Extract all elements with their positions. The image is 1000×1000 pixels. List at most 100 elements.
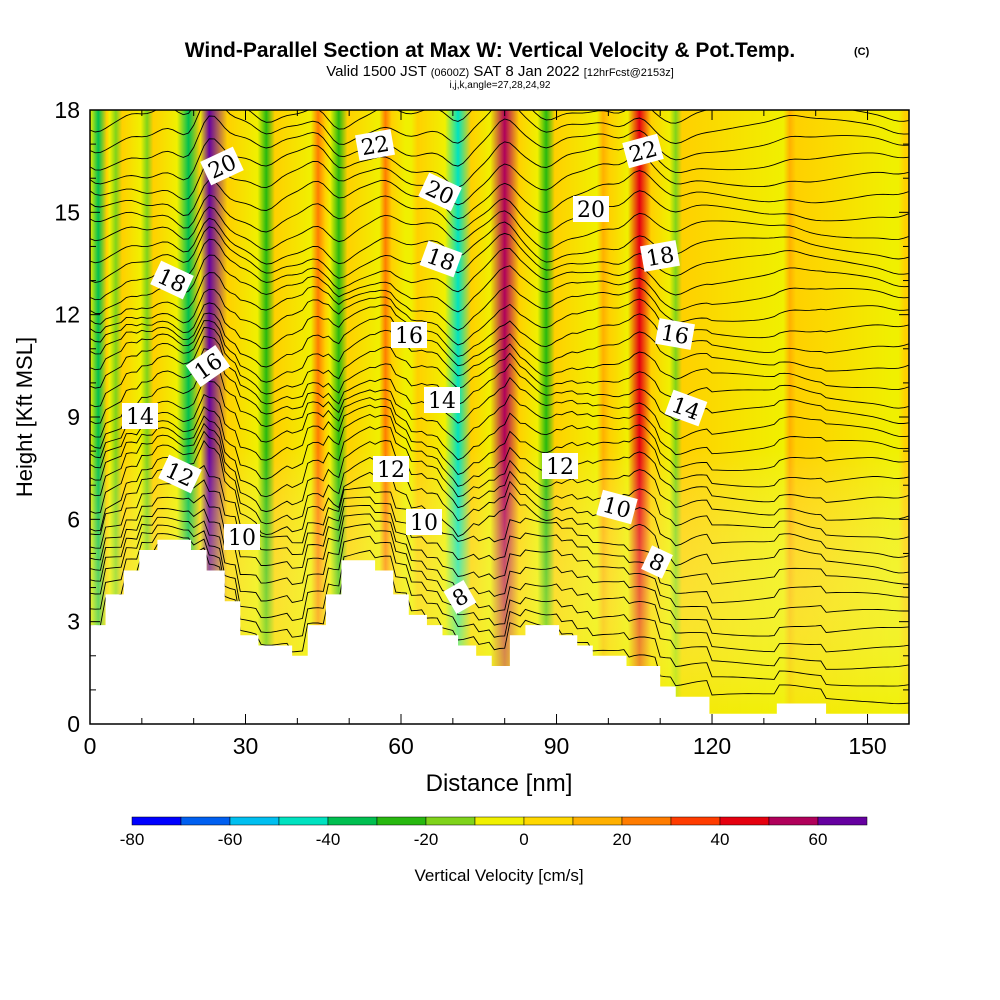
contour-label: 22: [355, 129, 395, 161]
colorbar-swatch: [719, 816, 770, 826]
subtitle-valid: Valid 1500 JST: [326, 63, 426, 80]
contour-label: 14: [122, 403, 158, 430]
theta-contour: [90, 288, 909, 346]
theta-contour: [90, 238, 909, 301]
contour-label-bg: [185, 345, 231, 387]
theta-contour: [90, 406, 909, 503]
y-tick-label: 6: [67, 506, 80, 532]
colorbar-swatch: [180, 816, 231, 826]
colorbar-swatch: [817, 816, 868, 826]
y-tick-label: 0: [67, 711, 80, 737]
colorbar-swatch: [572, 816, 623, 826]
contour-label-text: 16: [659, 321, 691, 350]
contour-label-bg: [640, 240, 680, 272]
theta-contour: [90, 226, 909, 283]
contour-label-text: 20: [577, 198, 605, 223]
contour-label-bg: [158, 454, 202, 494]
contour-label-bg: [622, 133, 664, 169]
theta-contour: [90, 254, 909, 314]
contour-label-bg: [122, 403, 158, 429]
chart-title: Wind-Parallel Section at Max W: Vertical…: [185, 39, 796, 62]
x-tick-label: 30: [233, 733, 259, 759]
theta-contour: [90, 479, 909, 604]
y-axis-ticks: 0 3 6 9 12 15 18: [54, 97, 909, 737]
contour-label: 16: [655, 318, 695, 350]
y-axis-label: Height [Kft MSL]: [12, 337, 37, 497]
colorbar-swatch: [621, 816, 672, 826]
contour-label-bg: [373, 456, 409, 482]
y-tick-label: 15: [54, 199, 80, 225]
colorbar-tick-label: 20: [613, 830, 632, 849]
contour-label-bg: [419, 240, 463, 278]
theta-contour: [90, 379, 909, 471]
x-axis-label: Distance [nm]: [426, 770, 573, 797]
colorbar-swatch: [523, 816, 574, 826]
colorbar-swatch: [376, 816, 427, 826]
contour-label-bg: [443, 579, 477, 615]
colorbar-swatch: [768, 816, 819, 826]
colorbar-tick-label: 60: [809, 830, 828, 849]
theta-contour: [90, 393, 909, 488]
contour-label: 20: [418, 172, 462, 212]
chart-title-mark: (C): [854, 46, 870, 58]
colorbar-tick-label: -40: [316, 830, 341, 849]
theta-contour: [90, 302, 909, 357]
subtitle-forecast: [12hrFcst@2153z]: [584, 67, 674, 79]
contour-label: 8: [641, 545, 673, 579]
contour-label: 20: [573, 196, 609, 223]
chart-subtitle: Valid 1500 JST (0600Z) SAT 8 Jan 2022 [1…: [326, 63, 674, 80]
contour-label-text: 10: [228, 526, 256, 551]
theta-contour: [90, 464, 909, 585]
contour-label-bg: [200, 146, 244, 186]
contour-label-bg: [573, 196, 609, 222]
colorbar-swatch: [278, 816, 329, 826]
x-tick-label: 0: [84, 733, 97, 759]
colorbar-swatch: [327, 816, 378, 826]
contour-label-bg: [424, 387, 460, 413]
theta-contour: [90, 190, 909, 234]
contour-label-bg: [664, 389, 708, 427]
contour-label-bg: [542, 453, 578, 479]
subtitle-utc: (0600Z): [431, 67, 470, 79]
theta-contour: [90, 533, 909, 687]
colorbar-swatch: [131, 816, 182, 826]
contour-label: 12: [373, 456, 409, 483]
theta-contour: [90, 422, 909, 540]
theta-contour: [90, 320, 909, 391]
y-tick-label: 3: [67, 609, 80, 635]
subtitle-date: SAT 8 Jan 2022: [473, 63, 579, 80]
colorbar-tick-label: 0: [519, 830, 528, 849]
contour-label: 18: [640, 240, 680, 272]
contour-label-bg: [391, 322, 427, 348]
colorbar-swatch: [474, 816, 525, 826]
theta-contour: [90, 440, 909, 574]
x-tick-label: 90: [544, 733, 570, 759]
contour-label-text: 22: [359, 132, 391, 161]
theta-contour: [90, 115, 909, 171]
contour-label-bg: [655, 318, 695, 350]
theta-contour: [90, 272, 909, 331]
contour-label-bg: [596, 489, 638, 525]
colorbar-tick-label: 40: [711, 830, 730, 849]
x-axis-ticks: 0 30 60 90 120 150: [84, 110, 887, 759]
theta-contour: [90, 363, 909, 456]
x-tick-label: 150: [848, 733, 886, 759]
x-tick-label: 120: [693, 733, 731, 759]
contour-label-text: 16: [395, 324, 423, 349]
y-tick-label: 9: [67, 404, 80, 430]
colorbar-tick-label: -20: [414, 830, 439, 849]
colorbar: -80 -60 -40 -20 0 20 40 60: [120, 816, 868, 849]
theta-contour: [90, 430, 909, 558]
theta-contour: [90, 516, 909, 653]
theta-contour: [90, 348, 909, 440]
contour-label-bg: [224, 524, 260, 550]
theta-contour: [90, 217, 909, 265]
contour-label: 14: [424, 387, 460, 414]
contour-label: 10: [224, 524, 260, 551]
theta-contour: [90, 543, 909, 705]
contour-label-text: 18: [644, 243, 676, 272]
subtitle-indices: i,j,k,angle=27,28,24,92: [450, 80, 551, 91]
theta-contour: [90, 415, 909, 521]
y-tick-label: 12: [54, 302, 80, 328]
